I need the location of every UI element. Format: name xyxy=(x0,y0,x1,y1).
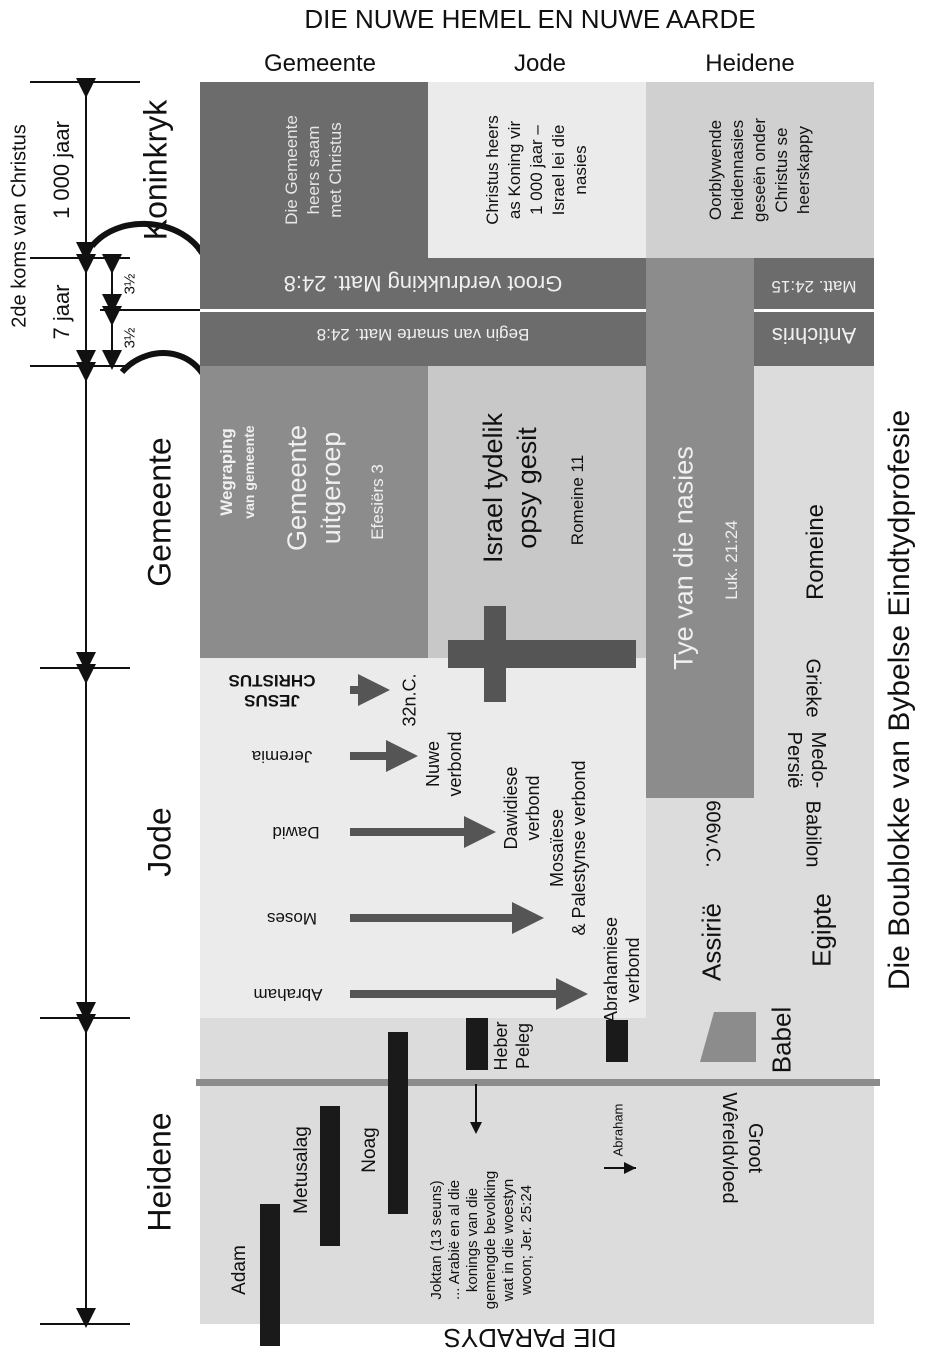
block-israel xyxy=(428,366,646,658)
flood-line xyxy=(196,1079,880,1086)
block-tribulation xyxy=(200,258,874,366)
block-tye-van-die-nasies xyxy=(646,258,754,798)
bar-abraham xyxy=(606,1020,628,1062)
column-jode: Jode xyxy=(513,50,567,77)
block-kingdom-gemeente xyxy=(200,82,428,258)
column-gemeente: Gemeente xyxy=(263,50,377,77)
block-kingdom-jode xyxy=(428,82,646,258)
bar-heber xyxy=(466,1018,488,1070)
babel-tower-icon xyxy=(700,1012,756,1062)
timeline-axis xyxy=(30,78,200,1328)
block-kingdom-heidene xyxy=(646,82,874,258)
title: DIE NUWE HEMEL EN NUWE AARDE xyxy=(304,4,756,34)
column-heidene: Heidene xyxy=(705,50,795,77)
tribulation-divider xyxy=(200,309,874,312)
bar-metusalag xyxy=(320,1106,340,1246)
block-jode-age xyxy=(200,658,646,1018)
cross-horizontal xyxy=(448,640,636,668)
bar-noag xyxy=(388,1032,408,1214)
block-gemeente-uitgeroep xyxy=(200,366,428,658)
block-jode-heidene-strip xyxy=(200,1018,874,1080)
bar-adam xyxy=(260,1204,280,1346)
block-heidene-age xyxy=(200,1080,874,1324)
